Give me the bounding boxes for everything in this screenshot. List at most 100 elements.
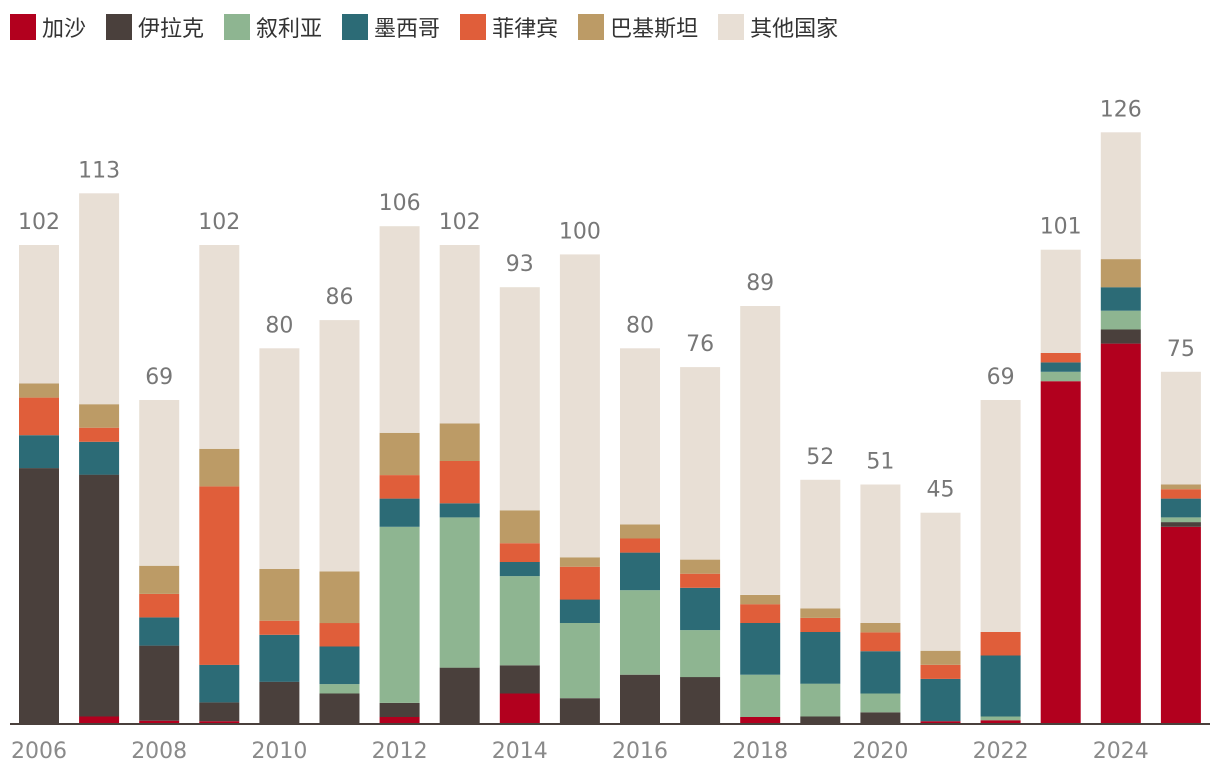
bar-segment-2025-series-4 — [1160, 489, 1201, 499]
bar-total-labels: 102 113 69 102 80 86 106 102 93 100 80 76 89 52 51 45 69… — [18, 97, 1195, 502]
bar-segment-2020-series-1 — [860, 712, 901, 724]
x-tick-label-2022: 2022 — [973, 739, 1029, 764]
legend-item-iraq: 伊拉克 — [106, 11, 204, 43]
total-label-2013: 102 — [439, 210, 481, 235]
bar-segment-2012-series-3 — [379, 498, 420, 527]
bar-segment-2014-series-3 — [499, 562, 540, 577]
bar-segment-2007-series-0 — [79, 716, 120, 724]
bar-segment-2013-series-6 — [439, 245, 480, 424]
bar-segment-2012-series-6 — [379, 226, 420, 433]
total-label-2012: 106 — [379, 191, 421, 216]
bar-segment-2012-series-2 — [379, 526, 420, 703]
legend-label-mexico: 墨西哥 — [374, 17, 441, 42]
x-tick-label-2006: 2006 — [11, 739, 67, 764]
legend-item-pakistan: 巴基斯坦 — [578, 11, 698, 43]
bar-segment-2010-series-1 — [259, 681, 300, 724]
bar-segment-2013-series-1 — [439, 667, 480, 724]
x-tick-label-2012: 2012 — [372, 739, 428, 764]
bar-segment-2020-series-3 — [860, 651, 901, 694]
bar-segment-2010-series-4 — [259, 620, 300, 635]
bar-segments — [19, 132, 1201, 724]
bar-segment-2023-series-3 — [1040, 362, 1081, 372]
total-label-2006: 102 — [18, 210, 60, 235]
bar-segment-2008-series-6 — [139, 400, 180, 566]
bar-segment-2019-series-3 — [800, 632, 841, 684]
bar-segment-2014-series-2 — [499, 576, 540, 666]
total-label-2007: 113 — [78, 158, 120, 183]
bar-segment-2021-series-0 — [920, 721, 961, 724]
bar-segment-2018-series-2 — [740, 674, 781, 717]
bar-segment-2012-series-0 — [379, 717, 420, 724]
bar-segment-2011-series-1 — [319, 693, 360, 724]
bar-segment-2024-series-2 — [1100, 310, 1141, 330]
bar-segment-2019-series-5 — [800, 608, 841, 618]
total-label-2024: 126 — [1100, 97, 1142, 122]
bar-segment-2012-series-5 — [379, 432, 420, 476]
bar-segment-2013-series-2 — [439, 517, 480, 668]
bar-segment-2016-series-1 — [620, 674, 660, 724]
bar-segment-2014-series-5 — [499, 510, 540, 544]
legend-swatch-iraq — [106, 14, 133, 40]
bar-segment-2021-series-6 — [920, 512, 961, 651]
bar-segment-2014-series-6 — [499, 287, 540, 511]
bar-segment-2015-series-6 — [559, 254, 600, 558]
bar-segment-2007-series-1 — [79, 474, 120, 717]
total-label-2021: 45 — [927, 478, 955, 503]
bar-segment-2015-series-1 — [559, 698, 600, 724]
bar-segment-2021-series-4 — [920, 664, 961, 679]
bar-segment-2025-series-2 — [1160, 517, 1201, 523]
bar-segment-2009-series-5 — [199, 448, 240, 487]
bar-segment-2010-series-5 — [259, 569, 300, 621]
total-label-2022: 69 — [987, 365, 1015, 390]
bar-segment-2012-series-4 — [379, 475, 420, 499]
bar-segment-2010-series-3 — [259, 634, 300, 682]
bar-segment-2017-series-2 — [680, 630, 721, 678]
bar-segment-2009-series-1 — [199, 702, 240, 722]
bar-segment-2019-series-6 — [800, 479, 841, 609]
bar-segment-2022-series-6 — [980, 400, 1021, 632]
bar-segment-2013-series-3 — [439, 503, 480, 518]
legend-swatch-other-countries — [718, 14, 745, 40]
total-label-2010: 80 — [265, 313, 293, 338]
bar-segment-2016-series-2 — [620, 590, 660, 675]
legend-label-other-countries: 其他国家 — [750, 17, 839, 42]
bar-segment-2008-series-5 — [139, 565, 180, 594]
bar-segment-2018-series-5 — [740, 594, 781, 605]
bar-segment-2008-series-1 — [139, 645, 180, 721]
bar-segment-2006-series-3 — [19, 435, 59, 469]
bar-segment-2020-series-5 — [860, 623, 901, 633]
bar-segment-2014-series-1 — [499, 665, 540, 694]
bar-segment-2007-series-4 — [79, 427, 120, 442]
bar-segment-2016-series-3 — [620, 552, 660, 591]
total-label-2020: 51 — [866, 450, 894, 475]
x-tick-label-2014: 2014 — [492, 739, 548, 764]
total-label-2017: 76 — [686, 332, 714, 357]
bar-segment-2017-series-4 — [680, 573, 721, 588]
total-label-2018: 89 — [746, 271, 774, 296]
legend-label-iraq: 伊拉克 — [138, 17, 205, 42]
bar-segment-2017-series-3 — [680, 587, 721, 631]
legend-label-pakistan: 巴基斯坦 — [610, 17, 699, 42]
bar-segment-2020-series-2 — [860, 693, 901, 713]
bar-segment-2014-series-0 — [499, 693, 540, 724]
total-label-2008: 69 — [145, 365, 173, 390]
total-label-2014: 93 — [506, 252, 534, 277]
bar-segment-2012-series-1 — [379, 702, 420, 717]
bar-segment-2011-series-4 — [319, 623, 360, 647]
bar-segment-2024-series-3 — [1100, 287, 1141, 311]
legend-label-gaza: 加沙 — [42, 17, 87, 42]
bar-segment-2009-series-0 — [199, 721, 240, 724]
bar-segment-2023-series-0 — [1040, 381, 1081, 724]
legend-swatch-mexico — [342, 14, 369, 40]
bar-segment-2025-series-6 — [1160, 371, 1201, 485]
x-axis-tick-labels: 2006 2008 2010 2012 2014 2016 2018 2020 2022 2024 — [11, 739, 1149, 764]
bar-segment-2006-series-5 — [19, 383, 59, 398]
legend-swatch-gaza — [10, 14, 36, 40]
bar-segment-2020-series-6 — [860, 484, 901, 623]
bar-segment-2015-series-3 — [559, 599, 600, 623]
bar-segment-2011-series-3 — [319, 646, 360, 685]
bar-segment-2008-series-3 — [139, 617, 180, 646]
bar-segment-2018-series-3 — [740, 623, 781, 675]
total-label-2019: 52 — [806, 445, 834, 470]
